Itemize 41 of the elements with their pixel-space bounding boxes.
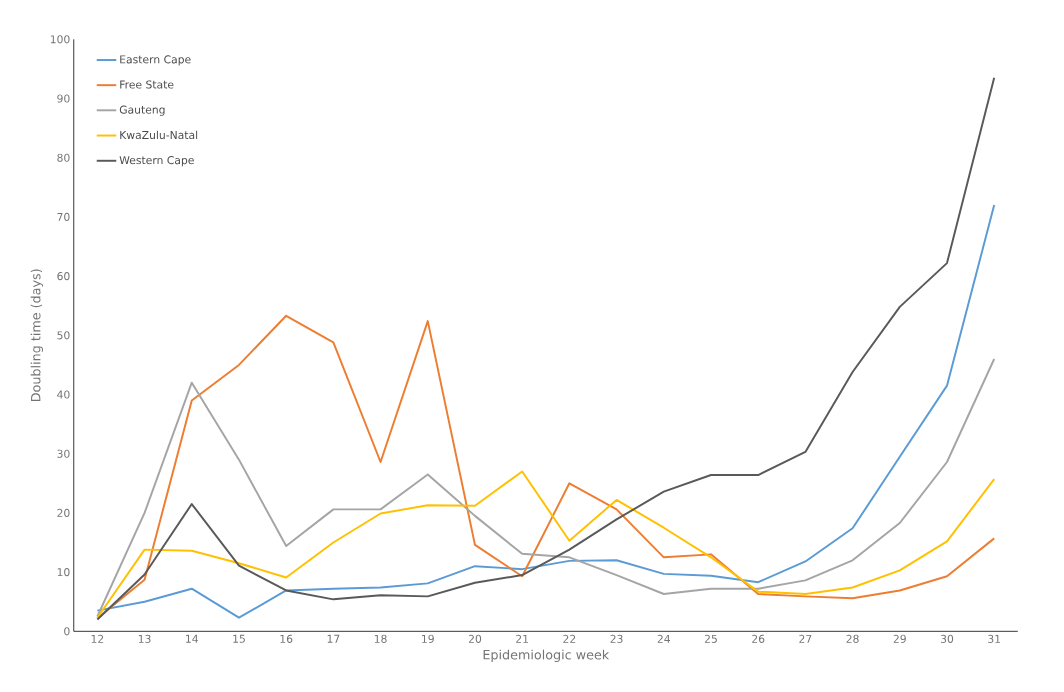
x-tick-label: 26 xyxy=(752,634,765,643)
x-tick-label: 13 xyxy=(138,634,151,643)
legend-label: Eastern Cape xyxy=(120,55,191,66)
y-tick-label: 80 xyxy=(57,153,70,162)
y-axis-title: Doubling time (days) xyxy=(30,269,43,401)
y-tick-label: 20 xyxy=(57,508,70,517)
y-tick-label: 70 xyxy=(57,212,70,221)
x-tick-label: 19 xyxy=(422,634,434,643)
x-axis-title: Epidemiologic week xyxy=(483,649,610,662)
x-tick-label: 30 xyxy=(940,634,954,643)
y-tick-label: 90 xyxy=(57,94,70,103)
y-tick-label: 100 xyxy=(50,35,70,44)
line-series xyxy=(96,203,996,619)
x-tick-label: 15 xyxy=(233,634,245,643)
legend-label: KwaZulu-Natal xyxy=(120,130,198,139)
line-series xyxy=(96,76,996,621)
x-tick-label: 27 xyxy=(799,634,812,643)
y-tick-label: 0 xyxy=(64,627,70,636)
x-tick-label: 20 xyxy=(468,634,482,643)
y-tick-label: 40 xyxy=(57,390,70,399)
x-tick-label: 21 xyxy=(516,634,529,643)
x-tick-label: 29 xyxy=(893,634,906,643)
x-tick-label: 17 xyxy=(327,634,340,643)
x-tick-label: 12 xyxy=(91,634,104,643)
x-tick-label: 25 xyxy=(704,634,717,643)
legend-label: Free State xyxy=(120,80,174,89)
x-tick-label: 14 xyxy=(186,634,199,643)
x-tick-label: 22 xyxy=(563,634,576,643)
x-tick-label: 18 xyxy=(374,634,387,643)
y-tick-label: 10 xyxy=(57,567,70,577)
y-tick-label: 30 xyxy=(57,449,70,458)
x-tick-label: 31 xyxy=(988,634,1001,643)
x-tick-label: 24 xyxy=(657,634,671,643)
legend-label: Western Cape xyxy=(119,155,194,167)
line-series xyxy=(96,470,996,619)
x-tick-label: 28 xyxy=(846,634,859,643)
y-tick-label: 50 xyxy=(57,331,70,340)
legend-label: Gauteng xyxy=(119,105,165,116)
y-tick-label: 60 xyxy=(57,271,70,281)
x-tick-label: 16 xyxy=(280,634,293,643)
x-tick-label: 23 xyxy=(610,634,623,643)
